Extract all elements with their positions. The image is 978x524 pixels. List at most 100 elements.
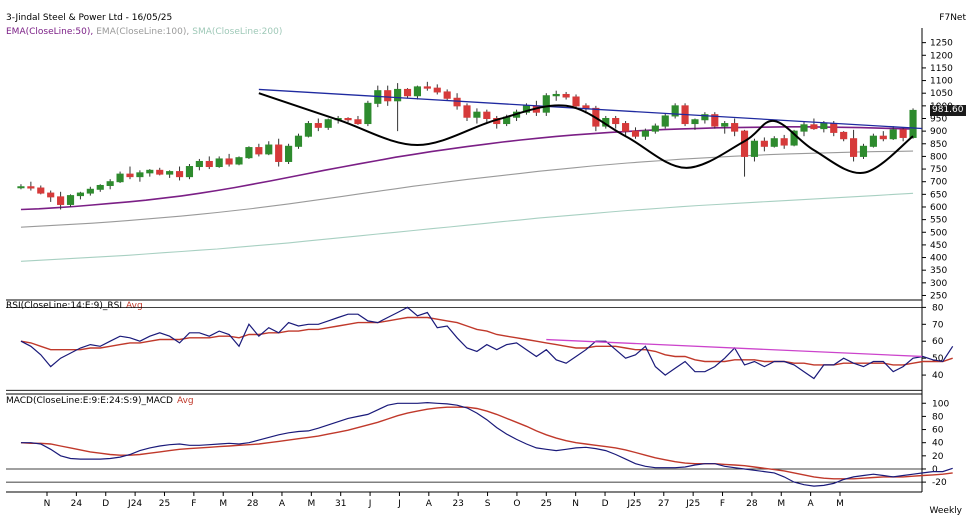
- candle-body: [304, 123, 312, 137]
- candle-body: [225, 158, 233, 165]
- candle-body: [166, 171, 174, 175]
- macd-tick-label: -20: [932, 478, 947, 488]
- candle-body: [205, 160, 213, 168]
- brand-label: F7Net: [939, 13, 966, 23]
- x-tick-label: A: [808, 499, 815, 509]
- candle-body: [453, 97, 461, 107]
- sma200-line: [20, 192, 914, 262]
- candle-body: [96, 184, 104, 190]
- price-tick-label: 300: [930, 279, 947, 289]
- x-tick-label: D: [602, 499, 609, 509]
- candle-body: [641, 130, 649, 137]
- x-tick-label: M: [836, 499, 844, 509]
- x-tick-label: D: [102, 499, 109, 509]
- candle-body: [324, 119, 332, 128]
- x-tick-label: A: [279, 499, 286, 509]
- price-tick-label: 700: [930, 178, 947, 188]
- candle-body: [106, 181, 114, 186]
- candle-body: [651, 125, 659, 132]
- candle-body: [294, 135, 303, 147]
- macd-tick-label: 20: [932, 452, 944, 462]
- x-tick-label: J: [397, 499, 401, 509]
- candle-body: [354, 119, 362, 125]
- x-tick-label: J25: [685, 499, 700, 509]
- overlay-legend-0: EMA(CloseLine:50),: [6, 27, 93, 37]
- candle-body: [800, 124, 808, 132]
- x-tick-label: 28: [746, 499, 758, 509]
- rsi-trendline: [546, 338, 923, 358]
- candle-body: [740, 130, 749, 157]
- candle-body: [869, 135, 877, 147]
- rsi-title-rsi: RSI: [107, 301, 122, 311]
- price-tick-label: 950: [930, 114, 947, 124]
- candle-body: [899, 129, 907, 138]
- price-tick-label: 1100: [930, 77, 953, 87]
- candle-body: [879, 135, 887, 140]
- rsi-line: [20, 306, 954, 380]
- candle-body: [314, 123, 322, 128]
- candle-body: [552, 93, 560, 97]
- frequency-label[interactable]: Weekly: [929, 506, 962, 516]
- candle-body: [889, 129, 897, 140]
- rsi-tick-label: 50: [932, 354, 944, 364]
- candle-body: [572, 96, 580, 107]
- candle-body: [859, 145, 868, 157]
- price-tick-label: 650: [930, 190, 947, 200]
- x-tick-label: O: [513, 499, 520, 509]
- candle-body: [849, 138, 858, 157]
- x-tick-label: F: [191, 499, 196, 509]
- candle-body: [631, 130, 640, 137]
- candle-body: [57, 196, 65, 205]
- price-tick-label: 750: [930, 165, 947, 175]
- candle-body: [66, 195, 75, 205]
- macd-title-avg: Avg: [177, 396, 194, 406]
- candle-body: [175, 171, 184, 178]
- x-tick-label: 31: [335, 499, 346, 509]
- candle-body: [255, 147, 263, 155]
- x-tick-label: 23: [452, 499, 463, 509]
- price-tick-label: 1050: [930, 89, 953, 99]
- candle-body: [691, 119, 699, 125]
- candle-body: [731, 123, 739, 132]
- candle-body: [17, 186, 25, 189]
- price-tick-label: 1200: [930, 51, 953, 61]
- ema50-line: [20, 126, 914, 211]
- candle-body: [146, 169, 154, 174]
- candle-body: [27, 186, 35, 189]
- candle-body: [840, 131, 848, 140]
- price-tick-label: 450: [930, 241, 947, 251]
- x-tick-label: J25: [626, 499, 641, 509]
- candle-body: [721, 123, 729, 127]
- candle-body: [265, 144, 273, 155]
- candle-body: [136, 172, 144, 178]
- candle-body: [37, 187, 45, 194]
- x-tick-label: 27: [658, 499, 669, 509]
- x-tick-label: S: [485, 499, 491, 509]
- macd-line: [20, 401, 953, 487]
- candle-body: [483, 111, 491, 119]
- candle-body: [622, 123, 630, 132]
- candle-body: [403, 88, 412, 97]
- rsi-title: RSI(CloseLine:14:E:9)_: [6, 301, 108, 311]
- candle-body: [443, 91, 451, 99]
- x-tick-label: 24: [71, 499, 83, 509]
- macd-tick-label: 0: [932, 465, 938, 475]
- candle-body: [185, 166, 194, 178]
- candle-body: [126, 173, 134, 178]
- candle-body: [156, 169, 164, 175]
- candle-body: [364, 102, 372, 125]
- x-tick-label: M: [307, 499, 315, 509]
- candle-body: [562, 93, 570, 98]
- candle-body: [423, 86, 431, 89]
- candle-body: [47, 192, 55, 198]
- last-price-badge: 981.60: [930, 104, 966, 116]
- candle-body: [750, 140, 759, 157]
- x-tick-label: M: [219, 499, 227, 509]
- candle-body: [463, 105, 471, 118]
- x-tick-label: 28: [247, 499, 259, 509]
- overlay-legend-2: SMA(CloseLine:200): [192, 27, 282, 37]
- candle-body: [542, 95, 550, 113]
- price-tick-label: 550: [930, 216, 947, 226]
- candle-body: [413, 86, 422, 97]
